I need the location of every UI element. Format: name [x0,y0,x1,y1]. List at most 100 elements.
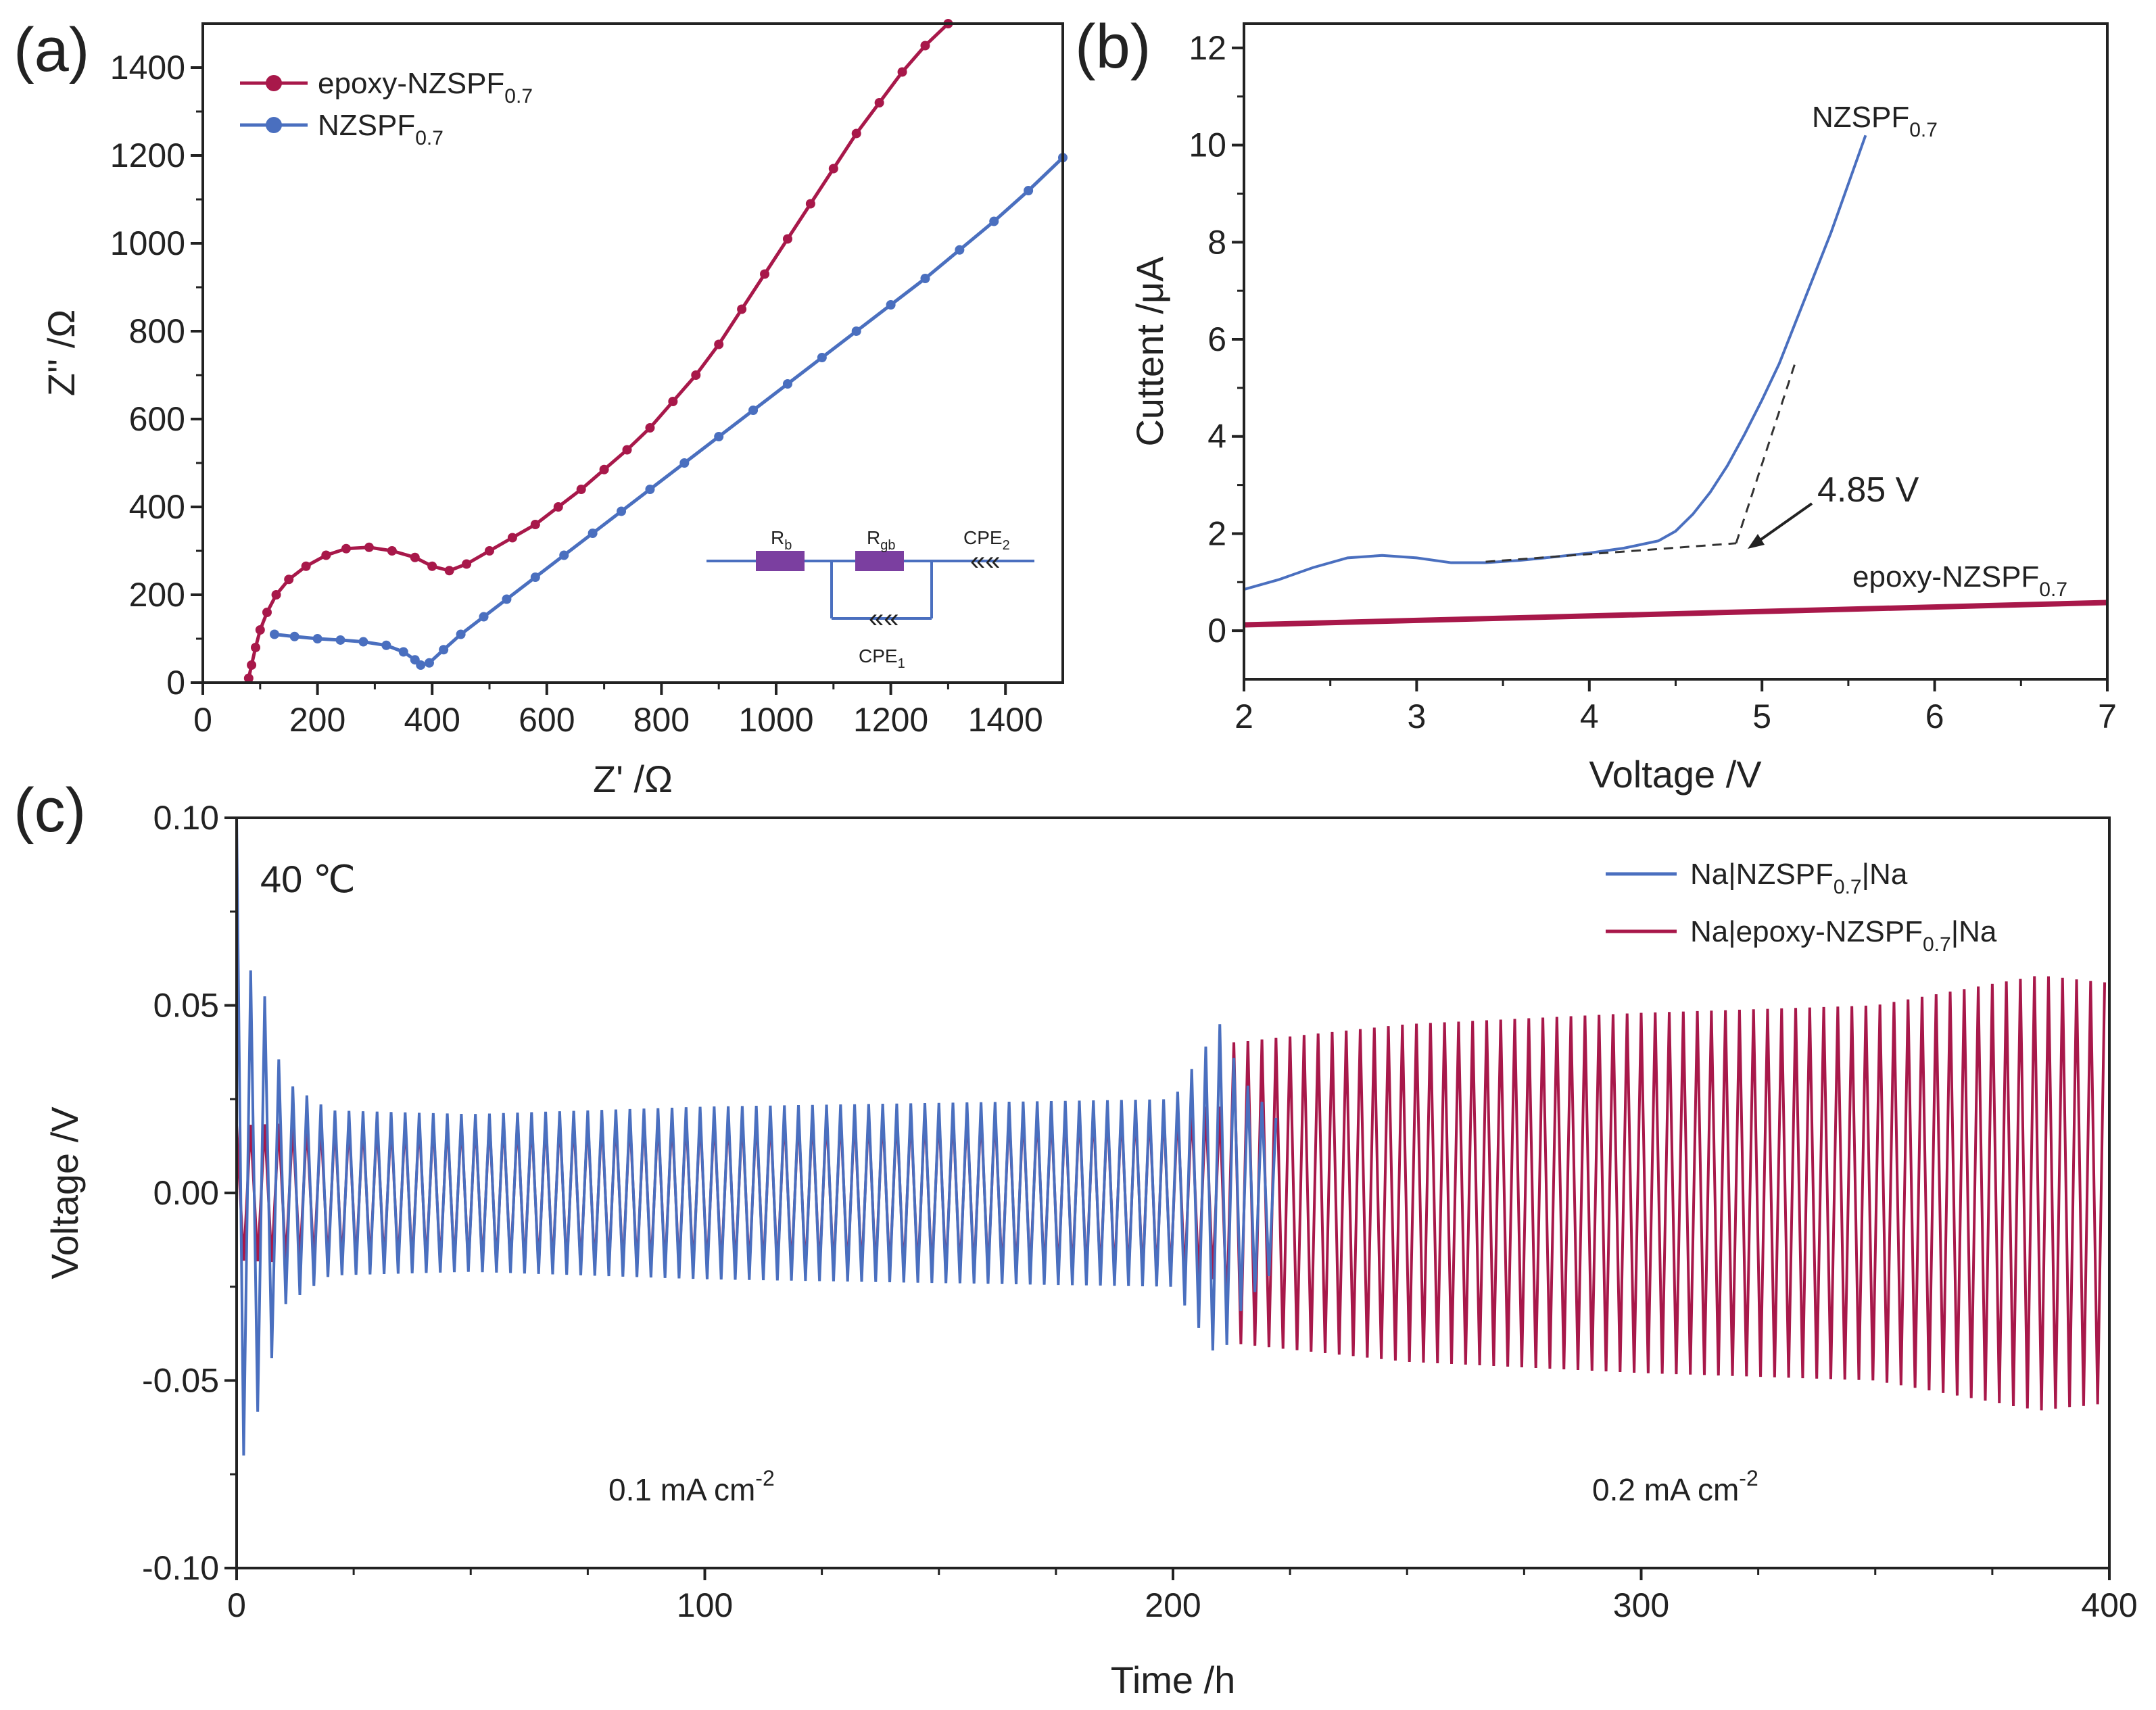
x-tick-label: 3 [1407,698,1426,735]
y-tick-label: 0.05 [153,987,219,1025]
c-temperature: 40 ℃ [260,858,356,900]
data-point [714,432,724,441]
data-point [645,485,655,494]
data-point [645,423,655,433]
data-point [920,41,930,51]
resistor-rgb [855,551,904,571]
data-point [760,269,770,279]
data-point [559,550,569,560]
x-tick-label: 6 [1925,698,1944,735]
data-point [335,635,345,645]
data-point [410,552,420,562]
data-point [817,353,827,362]
panel-a: (a) 0 200 400 600 800 1000 1200 1400 0 200 400 600 8… [14,16,1068,800]
data-point [622,445,632,455]
x-tick-label: 7 [2098,698,2117,735]
data-point [251,643,261,652]
y-tick-label: 1400 [110,49,185,87]
panel-c-legend: Na|NZSPF0.7|Na Na|epoxy-NZSPF0.7|Na [1606,858,1997,956]
data-point [989,216,999,226]
data-point [416,660,426,670]
x-tick-label: 100 [677,1586,733,1624]
data-point [553,502,563,512]
x-tick-label: 1200 [853,701,928,739]
tangent-line-1 [1735,358,1798,544]
panel-a-frame [201,22,1064,684]
x-tick-label: 200 [1145,1586,1201,1624]
data-point [398,647,408,657]
y-tick-label: 10 [1189,126,1226,164]
panel-b-xlabel: Voltage /V [1589,753,1762,796]
series-b-line-0 [1243,135,1867,591]
data-point [255,625,265,635]
panel-b-ticks: 2 3 4 5 6 7 0 2 4 6 8 10 12 [1189,29,2117,735]
label-cpe2: CPE2 [963,527,1010,553]
legend-a-red-marker [266,75,282,91]
y-tick-label: 12 [1189,29,1226,67]
panel-c-ylabel: Voltage /V [43,1106,86,1279]
y-tick-label: -0.05 [142,1362,219,1400]
b-annotation-4-85v: 4.85 V [1817,470,1919,510]
data-point [341,543,351,554]
b-arrowhead [1748,534,1765,549]
data-point [886,300,896,310]
series-c-line-0 [235,817,1278,1456]
panel-a-ylabel: Z'' /Ω [40,310,82,397]
data-point [358,637,368,647]
y-tick-label: 0 [166,664,185,702]
legend-a-blue-label: NZSPF0.7 [318,109,444,149]
x-tick-label: 300 [1613,1586,1669,1624]
y-tick-label: 200 [129,576,185,614]
x-tick-label: 1400 [968,701,1043,739]
y-tick-label: 0 [1207,612,1226,650]
data-point [955,245,965,255]
data-point [714,339,724,349]
y-tick-label: 0.00 [153,1174,219,1212]
c-rate-0-2: 0.2 mA cm-2 [1592,1466,1758,1507]
panel-a-label: (a) [14,16,89,84]
data-point [851,128,861,139]
tangent-line-0 [1485,542,1737,563]
y-tick-label: 1000 [110,224,185,262]
data-point [289,631,300,641]
panel-c-ticks: 0 100 200 300 400 -0.10 -0.05 0.00 0.05 0.10 [142,799,2138,1624]
data-point [668,397,678,406]
data-point [262,608,272,617]
data-point [444,566,454,576]
y-tick-label: 8 [1207,223,1226,261]
data-point [530,520,540,529]
data-point [321,550,331,560]
data-point [387,546,397,556]
panel-b-ylabel: Cuttent /μA [1128,256,1171,447]
y-tick-label: 4 [1207,418,1226,456]
data-point [691,370,701,380]
x-tick-label: 4 [1580,698,1599,735]
y-tick-label: 6 [1207,320,1226,358]
cpe2-symbol: «« [970,546,1001,576]
data-point [439,645,449,655]
y-tick-label: 400 [129,488,185,526]
data-point [243,673,254,683]
b-annotation-arrow [1753,502,1813,545]
data-point [247,660,257,670]
cpe1-symbol: «« [869,604,899,633]
panel-a-legend: epoxy-NZSPF0.7 NZSPF0.7 [240,67,533,149]
label-rb: Rb [771,527,792,553]
panel-b-series [1243,135,2108,628]
data-point [588,529,598,538]
legend-a-red-label: epoxy-NZSPF0.7 [318,67,533,107]
x-tick-label: 400 [404,701,460,739]
data-point [427,561,437,571]
label-rgb: Rgb [867,527,895,553]
y-tick-label: 1200 [110,137,185,174]
data-point [530,572,540,582]
data-point [301,561,311,571]
panel-a-series [243,19,1068,683]
b-label-epoxy: epoxy-NZSPF0.7 [1852,560,2067,601]
data-point [874,98,884,107]
data-point [617,506,627,516]
c-rate-0-1: 0.1 mA cm-2 [608,1466,775,1507]
data-point [805,199,815,209]
data-point [828,164,838,174]
